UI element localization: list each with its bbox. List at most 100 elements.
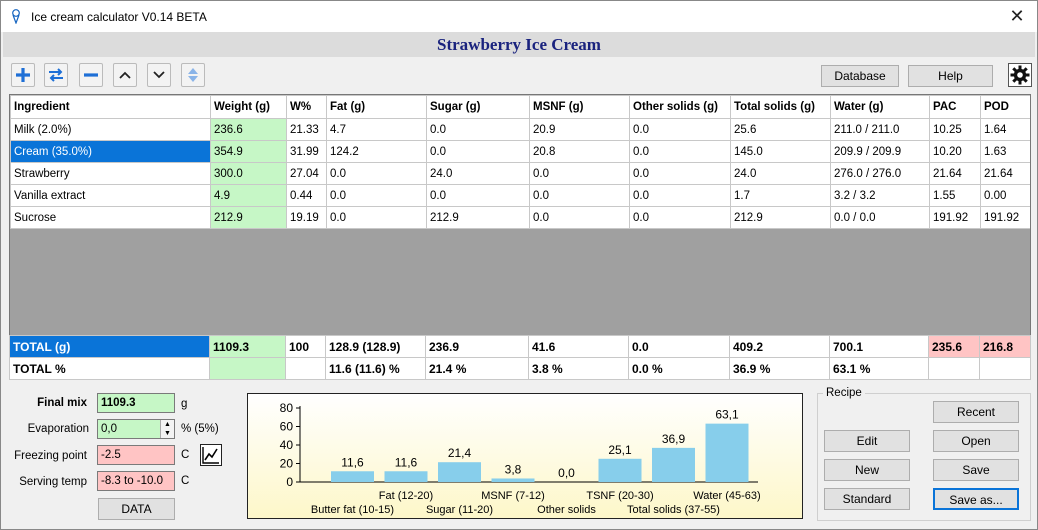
column-header[interactable]: POD: [980, 95, 1030, 119]
grid-cell[interactable]: 3.2 / 3.2: [830, 184, 930, 207]
grid-cell[interactable]: 0.0: [629, 118, 731, 141]
column-header[interactable]: Fat (g): [326, 95, 427, 119]
add-ingredient-button[interactable]: [11, 63, 35, 87]
help-button[interactable]: Help: [908, 65, 993, 87]
total-percent-cell: [979, 357, 1031, 380]
save-as-button[interactable]: Save as...: [933, 488, 1019, 510]
grid-cell[interactable]: 20.8: [529, 140, 630, 163]
column-header[interactable]: Total solids (g): [730, 95, 831, 119]
grid-cell[interactable]: 31.99: [286, 140, 327, 163]
swap-ingredient-button[interactable]: [44, 63, 68, 87]
grid-cell[interactable]: 0.0: [629, 184, 731, 207]
grid-cell[interactable]: 0.0: [529, 206, 630, 229]
grid-cell[interactable]: 124.2: [326, 140, 427, 163]
bar-value-label: 21,4: [448, 446, 472, 460]
grid-cell[interactable]: 1.63: [980, 140, 1030, 163]
grid-cell[interactable]: 27.04: [286, 162, 327, 185]
evaporation-field[interactable]: 0,0 ▲ ▼: [97, 419, 175, 439]
grid-cell[interactable]: 0.0: [426, 140, 530, 163]
grid-cell[interactable]: 0.0 / 0.0: [830, 206, 930, 229]
grid-cell[interactable]: 209.9 / 209.9: [830, 140, 930, 163]
grid-cell[interactable]: 21.64: [929, 162, 981, 185]
column-header[interactable]: Ingredient: [10, 95, 211, 119]
grid-cell[interactable]: 19.19: [286, 206, 327, 229]
database-button[interactable]: Database: [821, 65, 899, 87]
grid-cell[interactable]: 1.64: [980, 118, 1030, 141]
grid-cell[interactable]: 0.0: [529, 162, 630, 185]
grid-cell[interactable]: 236.6: [210, 118, 287, 141]
ingredient-name-cell[interactable]: Sucrose: [10, 206, 211, 229]
ingredient-name-cell[interactable]: Milk (2.0%): [10, 118, 211, 141]
grid-cell[interactable]: 20.9: [529, 118, 630, 141]
grid-cell[interactable]: 4.9: [210, 184, 287, 207]
column-header[interactable]: W%: [286, 95, 327, 119]
grid-cell[interactable]: 1.7: [730, 184, 831, 207]
freezing-point-field: -2.5: [97, 445, 175, 465]
grid-cell[interactable]: 10.20: [929, 140, 981, 163]
grid-cell[interactable]: 0.0: [629, 206, 731, 229]
ingredient-name-cell[interactable]: Vanilla extract: [10, 184, 211, 207]
grid-cell[interactable]: 191.92: [929, 206, 981, 229]
grid-cell[interactable]: 191.92: [980, 206, 1030, 229]
grid-cell[interactable]: 212.9: [730, 206, 831, 229]
chart-bar: [652, 447, 695, 482]
grid-cell[interactable]: 24.0: [426, 162, 530, 185]
ingredient-row[interactable]: Vanilla extract 4.9 0.44 0.0 0.0 0.0 0.0 1.7 3.2…: [10, 184, 1030, 207]
ingredient-name-cell[interactable]: Strawberry: [10, 162, 211, 185]
grid-cell[interactable]: 212.9: [210, 206, 287, 229]
recipe-group: [817, 393, 1031, 521]
column-header[interactable]: MSNF (g): [529, 95, 630, 119]
ingredient-row[interactable]: Milk (2.0%) 236.6 21.33 4.7 0.0 20.9 0.0 25.6 21…: [10, 118, 1030, 141]
final-mix-field[interactable]: 1109.3: [97, 393, 175, 413]
grid-cell[interactable]: 0.0: [426, 184, 530, 207]
close-icon[interactable]: ✕: [1009, 6, 1025, 26]
grid-cell[interactable]: 212.9: [426, 206, 530, 229]
grid-cell[interactable]: 24.0: [730, 162, 831, 185]
grid-cell[interactable]: 0.0: [529, 184, 630, 207]
ingredient-row[interactable]: Cream (35.0%) 354.9 31.99 124.2 0.0 20.8 0.0 14…: [10, 140, 1030, 163]
grid-cell[interactable]: 0.0: [426, 118, 530, 141]
grid-cell[interactable]: 0.00: [980, 184, 1030, 207]
sort-button[interactable]: [181, 63, 205, 87]
standard-button[interactable]: Standard: [824, 488, 910, 510]
grid-cell[interactable]: 0.0: [326, 206, 427, 229]
open-button[interactable]: Open: [933, 430, 1019, 452]
grid-cell[interactable]: 21.64: [980, 162, 1030, 185]
column-header[interactable]: Weight (g): [210, 95, 287, 119]
toolbar: Database Help: [1, 59, 1037, 93]
grid-cell[interactable]: 10.25: [929, 118, 981, 141]
column-header[interactable]: Water (g): [830, 95, 930, 119]
data-button[interactable]: DATA: [98, 498, 175, 520]
grid-cell[interactable]: 25.6: [730, 118, 831, 141]
grid-cell[interactable]: 0.0: [629, 140, 731, 163]
move-down-button[interactable]: [147, 63, 171, 87]
grid-cell[interactable]: 1.55: [929, 184, 981, 207]
grid-cell[interactable]: 0.0: [326, 184, 427, 207]
grid-cell[interactable]: 0.0: [629, 162, 731, 185]
column-header[interactable]: Sugar (g): [426, 95, 530, 119]
grid-cell[interactable]: 0.44: [286, 184, 327, 207]
save-button[interactable]: Save: [933, 459, 1019, 481]
ingredient-name-cell[interactable]: Cream (35.0%): [10, 140, 211, 163]
grid-cell[interactable]: 145.0: [730, 140, 831, 163]
grid-cell[interactable]: 211.0 / 211.0: [830, 118, 930, 141]
ingredient-row[interactable]: Sucrose 212.9 19.19 0.0 212.9 0.0 0.0 212.9 0.0 …: [10, 206, 1030, 229]
settings-button[interactable]: [1008, 63, 1032, 87]
column-header[interactable]: Other solids (g): [629, 95, 731, 119]
grid-cell[interactable]: 4.7: [326, 118, 427, 141]
grid-cell[interactable]: 21.33: [286, 118, 327, 141]
ingredient-row[interactable]: Strawberry 300.0 27.04 0.0 24.0 0.0 0.0 24.0 276…: [10, 162, 1030, 185]
grid-cell[interactable]: 300.0: [210, 162, 287, 185]
new-button[interactable]: New: [824, 459, 910, 481]
column-header[interactable]: PAC: [929, 95, 981, 119]
total-grams-cell: 100: [285, 335, 326, 358]
evaporation-spinner[interactable]: ▲ ▼: [160, 420, 174, 438]
grid-cell[interactable]: 354.9: [210, 140, 287, 163]
freezing-curve-button[interactable]: [200, 444, 222, 466]
edit-button[interactable]: Edit: [824, 430, 910, 452]
grid-cell[interactable]: 0.0: [326, 162, 427, 185]
move-up-button[interactable]: [113, 63, 137, 87]
remove-ingredient-button[interactable]: [79, 63, 103, 87]
grid-cell[interactable]: 276.0 / 276.0: [830, 162, 930, 185]
recent-button[interactable]: Recent: [933, 401, 1019, 423]
